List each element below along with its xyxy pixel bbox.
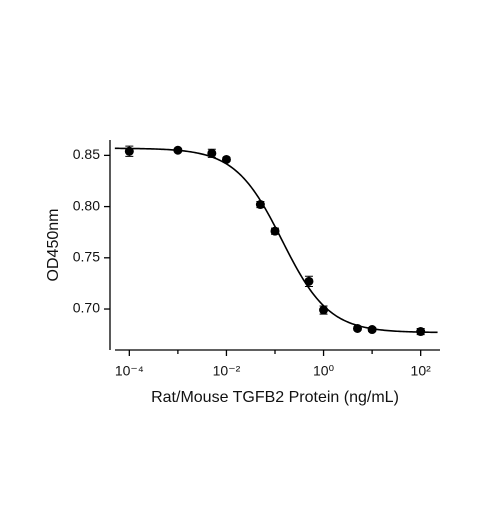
y-tick-label: 0.70: [73, 300, 100, 316]
x-tick-label: 10⁻⁴: [115, 363, 144, 379]
data-point: [173, 145, 183, 155]
y-tick-label: 0.75: [73, 249, 100, 265]
y-axis-label: OD450nm: [45, 209, 62, 282]
y-tick-label: 0.80: [73, 197, 100, 213]
data-point: [270, 226, 280, 236]
x-tick-label: 10⁰: [313, 363, 335, 379]
data-point: [124, 146, 134, 156]
data-point: [255, 200, 265, 210]
fit-curve: [114, 147, 438, 334]
x-tick-label: 10²: [411, 363, 432, 379]
data-point: [304, 276, 314, 286]
x-axis-label: Rat/Mouse TGFB2 Protein (ng/mL): [151, 389, 399, 406]
x-tick-label: 10⁻²: [213, 363, 241, 379]
data-point: [221, 154, 231, 164]
data-point: [207, 148, 217, 158]
data-point: [353, 323, 362, 333]
y-tick-label: 0.85: [73, 146, 100, 162]
data-point: [319, 305, 329, 315]
data-point: [367, 325, 377, 335]
data-point: [416, 327, 426, 337]
